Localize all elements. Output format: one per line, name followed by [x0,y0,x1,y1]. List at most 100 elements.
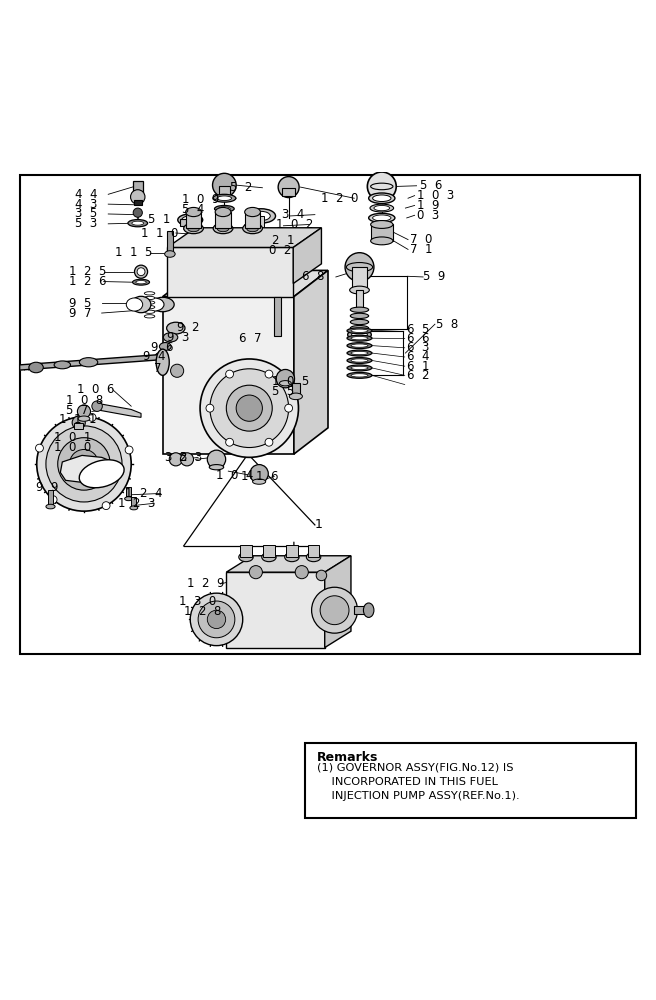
Text: 1  2  0: 1 2 0 [321,192,359,205]
Circle shape [249,566,262,579]
Ellipse shape [128,220,148,227]
Ellipse shape [79,460,124,488]
Text: 7  0: 7 0 [410,233,432,246]
Ellipse shape [253,479,266,484]
Text: 1  0  5: 1 0 5 [272,375,310,388]
Text: 5  8: 5 8 [436,318,459,331]
Circle shape [169,453,182,466]
Ellipse shape [79,358,98,367]
Text: 1  0  8: 1 0 8 [66,394,103,407]
Ellipse shape [156,349,169,375]
Text: 5  6: 5 6 [420,179,442,192]
Ellipse shape [346,263,373,272]
Circle shape [345,253,374,282]
Ellipse shape [351,374,368,377]
Text: 1  3  0: 1 3 0 [179,595,216,608]
Ellipse shape [348,329,371,340]
Ellipse shape [246,247,270,255]
Circle shape [210,369,289,448]
Circle shape [198,601,235,638]
Circle shape [200,359,298,457]
Circle shape [88,413,96,421]
Text: 3  5: 3 5 [75,207,98,220]
Bar [274,297,281,336]
Text: 6  5: 6 5 [407,323,429,336]
Text: 9  7: 9 7 [69,307,91,320]
Circle shape [316,570,327,581]
Circle shape [37,417,131,511]
Ellipse shape [262,552,276,562]
Ellipse shape [347,358,372,363]
Text: 1  2  6: 1 2 6 [69,275,106,288]
Text: 3  3: 3 3 [180,451,203,464]
Ellipse shape [350,319,369,325]
Circle shape [250,465,268,483]
Text: 1  1  5: 1 1 5 [115,246,152,259]
Ellipse shape [144,315,155,318]
Bar [286,545,298,557]
Polygon shape [325,556,351,648]
Ellipse shape [347,365,372,371]
Bar [258,216,264,241]
Bar [180,219,201,226]
Text: 6  4: 6 4 [407,350,429,363]
Text: 9  5: 9 5 [69,297,91,310]
Text: 6  1: 6 1 [407,360,429,373]
Bar [219,186,230,195]
Circle shape [276,369,295,388]
Ellipse shape [247,209,276,223]
Ellipse shape [252,211,270,221]
Text: 5  2: 5 2 [230,181,252,194]
Bar [167,247,293,297]
Bar [20,175,640,654]
Circle shape [206,404,214,412]
Circle shape [49,496,57,504]
Text: 9  9: 9 9 [36,481,58,494]
Ellipse shape [215,207,231,217]
Text: 1  0  6: 1 0 6 [77,383,115,396]
Ellipse shape [285,552,299,562]
Bar [134,200,142,205]
Bar [131,497,136,508]
Circle shape [226,438,234,446]
Circle shape [133,208,142,217]
Text: 1  1  0: 1 1 0 [141,227,178,240]
Ellipse shape [370,204,394,212]
Bar [48,490,53,507]
Text: 5  7: 5 7 [66,404,88,417]
Ellipse shape [350,286,369,294]
Ellipse shape [132,221,144,225]
Text: (1) GOVERNOR ASSY(FIG.No.12) IS: (1) GOVERNOR ASSY(FIG.No.12) IS [317,762,514,772]
Ellipse shape [136,281,146,284]
Bar [163,297,294,454]
Ellipse shape [194,230,220,239]
Text: 1  2  9: 1 2 9 [187,577,224,590]
Ellipse shape [239,552,253,562]
Text: 6  6: 6 6 [407,332,429,345]
Text: 0  2: 0 2 [269,244,291,257]
Bar [74,423,83,429]
Bar [356,290,363,310]
Ellipse shape [350,307,369,312]
Bar [126,487,131,499]
Circle shape [190,593,243,646]
Ellipse shape [350,326,369,331]
Text: 5  5: 5 5 [272,385,295,398]
Ellipse shape [131,296,151,313]
Circle shape [180,453,194,466]
Circle shape [207,450,226,469]
Ellipse shape [347,350,372,356]
Ellipse shape [351,329,368,332]
Ellipse shape [347,328,372,334]
Circle shape [92,401,102,411]
Ellipse shape [144,310,155,313]
Text: 1  0  9: 1 0 9 [182,193,220,206]
Ellipse shape [29,362,43,373]
Text: 4  4: 4 4 [75,188,98,201]
Text: 4  3: 4 3 [75,198,98,211]
Ellipse shape [347,343,372,349]
Text: 5  1: 5 1 [148,213,170,226]
Bar [305,743,636,818]
Ellipse shape [351,344,368,347]
Ellipse shape [125,497,133,501]
